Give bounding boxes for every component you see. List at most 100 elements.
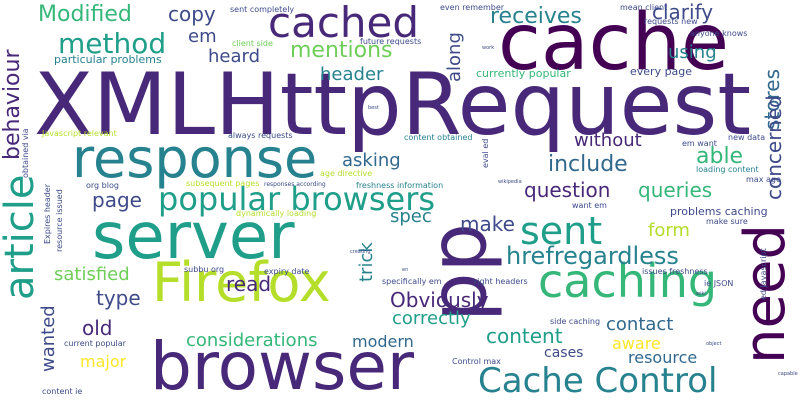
word-every-page: every page	[630, 65, 693, 78]
word-make-sure: make sure	[706, 217, 748, 226]
word-client-side: client side	[232, 39, 273, 48]
word-cases: cases	[544, 345, 584, 361]
word-browser: browser	[150, 328, 415, 400]
word-en: en	[402, 267, 409, 273]
word-cache-control: Cache Control	[478, 361, 718, 400]
word-current-popular: current popular	[64, 339, 126, 348]
word-clarify: clarify	[652, 0, 714, 24]
word-old: old	[82, 316, 113, 340]
word-obviously: Obviously	[390, 288, 489, 312]
word-always-requests: always requests	[228, 131, 293, 140]
word-popular-browsers: popular browsers	[158, 180, 436, 218]
word-capable: capable	[778, 371, 798, 377]
word-new-data: new data	[728, 133, 766, 142]
word-wanted: wanted	[38, 305, 59, 372]
word-along: along	[444, 32, 465, 82]
word-resource: resource	[628, 348, 698, 367]
word-satisfied: satisfied	[54, 264, 130, 285]
word-want-em: want em	[572, 201, 607, 210]
word-type: type	[96, 286, 141, 310]
word-object: object	[706, 341, 722, 347]
word-mentions: mentions	[290, 38, 393, 63]
word-aware: aware	[612, 334, 661, 353]
word-content-obtained: content obtained	[404, 133, 473, 142]
word-hrefregardless: hrefregardless	[506, 242, 679, 270]
word-modified: Modified	[38, 2, 132, 27]
word-without: without	[574, 130, 642, 151]
word-dynamically-loading: dynamically loading	[236, 209, 317, 218]
word-freshness-information: freshness information	[356, 181, 444, 190]
word-em-want: em want	[682, 139, 717, 148]
word-eval-ed: eval ed	[481, 138, 490, 168]
word-org-blog: org blog	[86, 181, 119, 190]
word-obtained-via: obtained via	[21, 128, 30, 178]
word-contact: contact	[606, 314, 674, 335]
word-side-caching: side caching	[550, 317, 601, 326]
word-include: include	[548, 152, 628, 177]
word-resource-issued: resource issued	[55, 189, 64, 252]
word-issues-freshness: issues freshness	[642, 267, 708, 276]
word-control-max: Control max	[452, 357, 501, 366]
word-work: work	[482, 45, 495, 51]
word-modern: modern	[352, 332, 414, 351]
word-major: major	[80, 352, 127, 371]
word-page: page	[92, 188, 142, 212]
word-mean-client: mean client	[620, 3, 668, 12]
word-max-age: max age	[746, 175, 781, 184]
word-asking: asking	[342, 150, 401, 171]
word-caching: caching	[538, 254, 718, 308]
word-method: method	[58, 27, 167, 60]
word-creating: creating	[350, 249, 371, 255]
word-content-ie: content ie	[42, 387, 83, 396]
word-future-requests: future requests	[360, 37, 422, 46]
word-correctly: correctly	[392, 308, 471, 329]
word-response: response	[72, 127, 318, 190]
word-expires-header: Expires header	[43, 183, 52, 244]
word-loading-content: loading content	[696, 165, 759, 174]
word-problems-caching: problems caching	[670, 205, 768, 218]
word-xmlhttprequest: XMLHttpRequest	[34, 55, 752, 155]
word-firefox: Firefox	[152, 251, 331, 314]
word-concerned: concerned	[762, 95, 786, 200]
word-queries: queries	[638, 178, 713, 202]
word-read: read	[226, 272, 272, 296]
word-subsequent-pages: subsequent pages	[186, 179, 260, 188]
word-sent: sent	[520, 209, 603, 253]
word-right-headers: right headers	[474, 277, 528, 286]
word-ie-json: ie JSON	[704, 279, 734, 288]
word-question: question	[524, 178, 611, 202]
word-server: server	[92, 200, 295, 274]
word-article: article	[0, 174, 43, 300]
word-considerations: considerations	[186, 330, 318, 351]
word-heard: heard	[208, 46, 261, 67]
word-even-remember: even remember	[440, 3, 505, 12]
word-best: best	[368, 105, 379, 111]
word-header: header	[320, 64, 384, 85]
word-javascript-relevant: Javascript relevant	[42, 129, 117, 138]
word-expiry-date: expiry date	[264, 267, 310, 276]
word-wiki: wiki	[696, 291, 706, 297]
word-copy: copy	[168, 2, 216, 26]
word-using: using	[668, 42, 717, 63]
word-age-directive: age directive	[320, 169, 373, 178]
word-requests-new: requests new	[644, 17, 698, 26]
word-anyone-knows: anyone knows	[690, 29, 748, 38]
word-subbu-org: subbu org	[184, 265, 225, 274]
word-content: content	[486, 324, 563, 348]
word-specifically-em: specifically em	[382, 277, 442, 286]
word-receives: receives	[490, 4, 582, 29]
word-cache: cache	[498, 0, 729, 88]
word-responses-according: responses according	[264, 181, 326, 188]
word-make: make	[460, 212, 515, 236]
word-sent-completely: sent completely	[230, 5, 295, 14]
word-cached: cached	[268, 0, 420, 47]
word-particular-problems: particular problems	[54, 53, 162, 66]
word-ed-javascript: ed Javascript	[759, 248, 768, 300]
word-em-1: em	[188, 26, 217, 47]
word-form: form	[648, 220, 690, 241]
word-spec: spec	[390, 206, 432, 227]
word-able: able	[696, 144, 744, 169]
word-currently-popular: currently popular	[476, 67, 571, 80]
word-wikipedia: wikipedia	[498, 179, 522, 185]
